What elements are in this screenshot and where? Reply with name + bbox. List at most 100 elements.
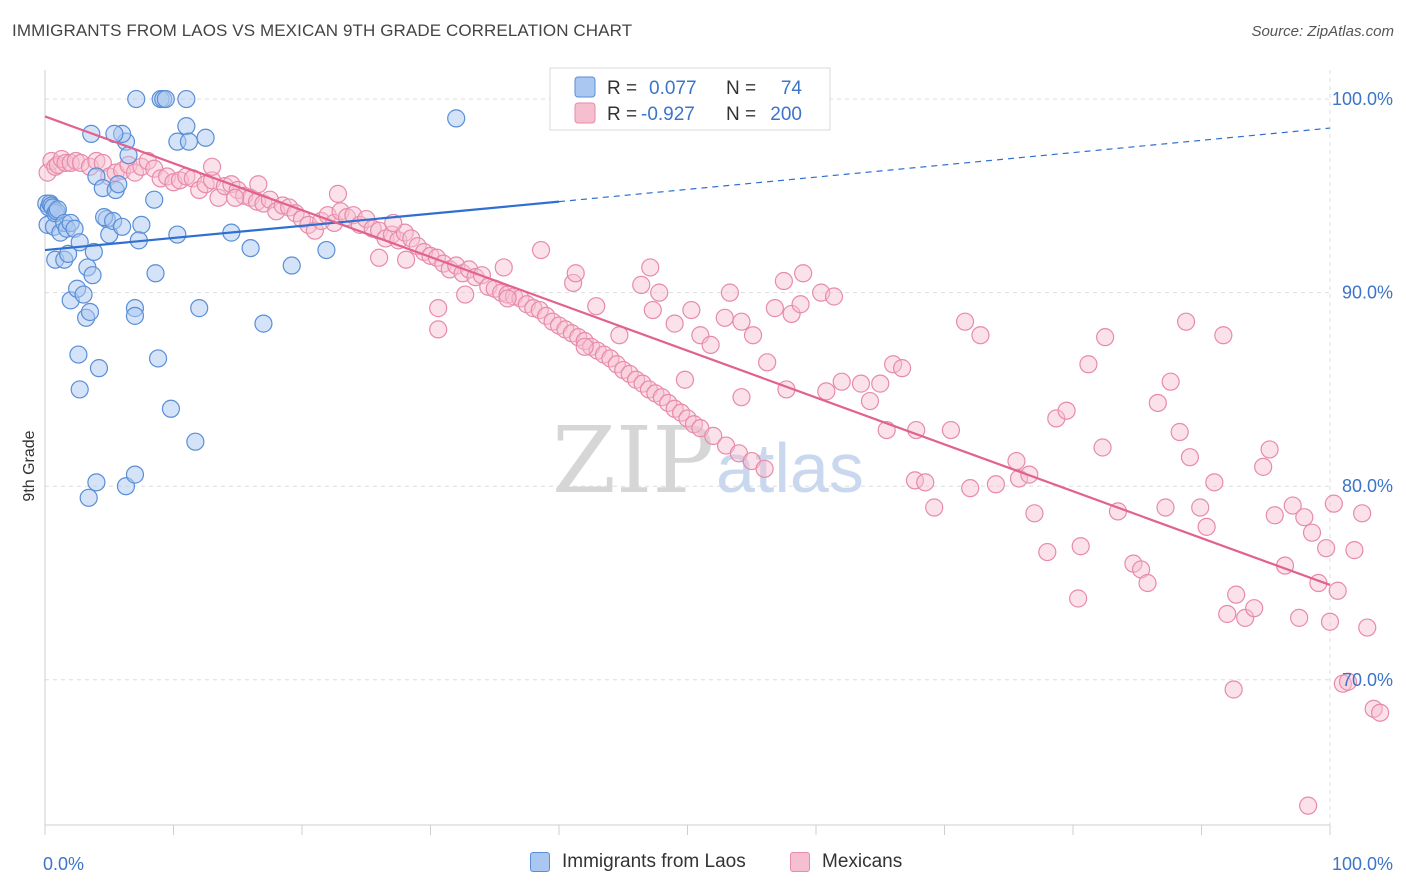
mexicans-point [1007, 451, 1026, 471]
mexicans-point [1180, 448, 1200, 467]
mexicans-point [851, 374, 871, 393]
mexicans-point [675, 370, 695, 389]
mexicans-point [1295, 508, 1314, 527]
laos-trend-line [44, 200, 560, 252]
laos-point [69, 345, 88, 364]
mexicans-point [1224, 680, 1243, 699]
laos-point [125, 465, 145, 484]
mexicans-point [249, 175, 268, 194]
legend-n-value-mexicans: 200 [770, 104, 802, 125]
laos-point [168, 225, 187, 244]
mexicans-point [1093, 438, 1112, 457]
mexicans-point [1079, 355, 1098, 374]
mexicans-point [71, 153, 91, 173]
laos-point [89, 359, 109, 378]
mexicans-point [817, 382, 836, 401]
laos-point [112, 217, 132, 236]
y-tick-labels: 70.0% 80.0% 90.0% 100.0% [1332, 89, 1393, 690]
mexicans-point [892, 359, 912, 378]
watermark-atlas: atlas [716, 429, 864, 507]
mexicans-point [1218, 604, 1237, 624]
legend-item-mexicans: Mexicans [790, 851, 902, 873]
mexicans-point [1290, 608, 1309, 627]
laos-point [196, 128, 215, 147]
mexicans-point [650, 283, 669, 302]
mexicans-point [1214, 326, 1233, 345]
legend-r-label-laos: R = [607, 78, 637, 99]
laos-point [146, 264, 165, 283]
mexicans-point [429, 299, 448, 318]
legend-item-laos: Immigrants from Laos [530, 851, 746, 873]
mexicans-point [1317, 539, 1336, 558]
mexicans-point [396, 250, 416, 269]
mexicans-trend-line [44, 115, 1331, 586]
mexicans-point [1302, 523, 1322, 542]
mexicans-point [732, 388, 751, 407]
mexicans-point [1069, 589, 1088, 608]
laos-point [317, 240, 336, 260]
mexicans-point [871, 374, 890, 393]
mexicans-point [587, 297, 606, 316]
mexicans-point [226, 188, 245, 207]
mexicans-point [701, 335, 720, 354]
mexicans-point [641, 258, 660, 277]
laos-point [241, 239, 260, 258]
mexicans-point [1254, 457, 1273, 476]
mexicans-point [715, 308, 734, 327]
mexicans-point [1138, 573, 1157, 593]
mexicans-point [832, 372, 851, 391]
laos-point [59, 244, 78, 264]
laos-point [84, 242, 103, 262]
laos-points [37, 89, 466, 507]
laos-point [156, 89, 175, 109]
mexicans-point [774, 271, 793, 291]
trend-lines [44, 115, 1331, 586]
laos-point [177, 89, 196, 109]
mexicans-point [955, 312, 975, 331]
watermark: ZIP atlas [552, 407, 864, 514]
laos-point [186, 432, 205, 451]
mexicans-point [1328, 581, 1347, 600]
legend-label-laos: Immigrants from Laos [562, 851, 746, 872]
laos-point [132, 215, 151, 234]
laos-point [190, 299, 209, 318]
mexicans-point [498, 289, 517, 308]
mexicans-point [370, 248, 389, 267]
laos-point [254, 314, 273, 333]
mexicans-point [1096, 328, 1115, 347]
laos-point [177, 117, 196, 136]
mexicans-point [1170, 422, 1189, 442]
mexicans-point [1245, 599, 1264, 618]
mexicans-point [429, 320, 448, 339]
legend-swatch-mexicans [574, 102, 596, 124]
y-tick-label: 70.0% [1342, 670, 1393, 690]
legend-r-label-mexicans: R = [607, 104, 637, 125]
laos-point [127, 89, 146, 109]
legend-swatch-laos [574, 76, 596, 98]
laos-trend-extension [558, 127, 1331, 203]
mexicans-point [758, 353, 777, 372]
legend-n-label-mexicans: N = [726, 104, 756, 125]
laos-point [145, 190, 164, 209]
mexicans-point [1205, 473, 1224, 492]
mexicans-point [1324, 494, 1343, 513]
laos-point [79, 488, 98, 507]
mexicans-point [575, 337, 594, 356]
mexicans-point [1299, 796, 1318, 815]
mexicans-point [1358, 618, 1377, 637]
mexicans-point [1353, 504, 1372, 523]
mexicans-point [305, 221, 324, 240]
y-tick-label: 100.0% [1332, 89, 1393, 109]
mexicans-point [755, 459, 774, 478]
y-tick-label: 90.0% [1342, 283, 1393, 303]
mexicans-point [1148, 393, 1167, 413]
laos-point [125, 306, 145, 325]
legend-swatch-laos-bottom [530, 852, 550, 872]
mexicans-point [1227, 585, 1246, 604]
mexicans-point [941, 420, 961, 440]
mexicans-point [1320, 612, 1340, 631]
mexicans-point [1156, 498, 1175, 517]
laos-point [161, 399, 181, 418]
mexicans-point [986, 475, 1006, 494]
legend-swatch-mexicans-bottom [790, 852, 810, 872]
